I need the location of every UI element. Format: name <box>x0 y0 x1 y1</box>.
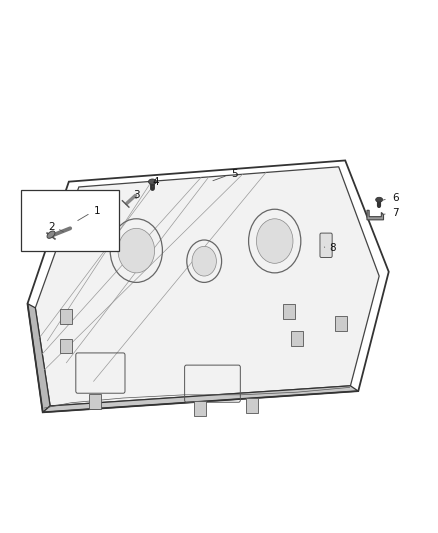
Text: 7: 7 <box>392 208 399 219</box>
Bar <box>21 190 119 251</box>
Circle shape <box>256 219 293 263</box>
Text: 8: 8 <box>329 243 336 253</box>
Bar <box>89 394 101 409</box>
Bar <box>283 304 295 319</box>
Polygon shape <box>35 167 379 406</box>
Bar <box>60 338 72 353</box>
Bar <box>335 317 347 331</box>
Text: 4: 4 <box>152 176 159 187</box>
Bar <box>194 401 206 416</box>
Bar <box>291 330 304 345</box>
Ellipse shape <box>376 197 383 202</box>
Bar <box>246 398 258 413</box>
Text: 6: 6 <box>392 192 399 203</box>
Text: 1: 1 <box>94 206 100 216</box>
Bar <box>60 310 72 324</box>
Circle shape <box>118 228 155 273</box>
Circle shape <box>192 246 216 276</box>
Ellipse shape <box>148 179 156 184</box>
Ellipse shape <box>47 231 55 238</box>
Text: 2: 2 <box>48 222 55 232</box>
Text: 5: 5 <box>231 169 237 179</box>
Polygon shape <box>43 386 358 413</box>
Text: 3: 3 <box>133 190 140 200</box>
FancyBboxPatch shape <box>320 233 332 257</box>
Polygon shape <box>367 211 384 220</box>
Polygon shape <box>28 304 50 413</box>
